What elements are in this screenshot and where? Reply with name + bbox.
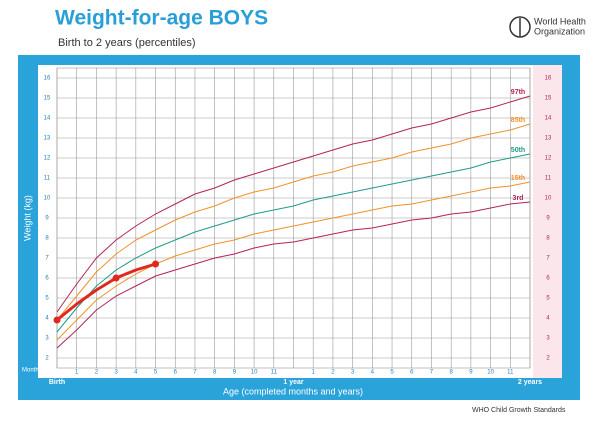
x-tick-label: 5 [154, 370, 158, 376]
y-tick-label-right: 15 [545, 96, 552, 102]
logo-emblem [509, 16, 531, 38]
y-tick-label-right: 5 [546, 296, 550, 302]
x-tick-label: 4 [371, 370, 375, 376]
y-tick-label: 13 [44, 136, 51, 142]
y-tick-label: 7 [45, 256, 49, 262]
y-tick-label: 15 [44, 96, 51, 102]
x-tick-label: 10 [251, 370, 258, 376]
x-axis-label: Age (completed months and years) [223, 386, 363, 396]
y-tick-label: 12 [44, 156, 51, 162]
percentile-label: 85th [511, 117, 525, 124]
x-tick-label: 11 [271, 370, 278, 376]
y-tick-label-right: 14 [545, 116, 552, 122]
y-tick-label: 5 [45, 296, 49, 302]
percentile-line [56, 123, 531, 321]
months-label: Months [22, 368, 42, 374]
y-tick-label-right: 9 [546, 216, 550, 222]
y-tick-label-right: 3 [546, 336, 550, 342]
percentile-line [56, 95, 531, 313]
x-tick-label: 1 [312, 370, 316, 376]
y-tick-label-right: 6 [546, 276, 550, 282]
organization-line: World Health [534, 16, 586, 26]
x-tick-label: 4 [134, 370, 138, 376]
chart-title: Weight-for-age BOYS [55, 7, 268, 30]
organization-line: Organization [534, 26, 585, 36]
x-tick-label: 2 years [518, 379, 542, 386]
y-tick-label: 3 [45, 336, 49, 342]
x-tick-label: 2 [331, 370, 335, 376]
y-tick-label-right: 8 [546, 236, 550, 242]
percentile-line [56, 181, 531, 341]
subtitle: Birth to 2 years (percentiles) [58, 37, 196, 49]
x-tick-label: 5 [390, 370, 394, 376]
percentile-label: 50th [511, 147, 525, 154]
right-strip [533, 65, 562, 378]
footer: WHO Child Growth Standards [472, 407, 566, 414]
y-tick-label: 9 [45, 216, 49, 222]
y-axis-label: Weight (kg) [22, 195, 32, 241]
percentile-line [56, 201, 531, 349]
y-tick-label-right: 12 [545, 156, 552, 162]
x-tick-label: 8 [213, 370, 217, 376]
x-tick-label: 1 year [283, 379, 304, 386]
y-tick-label: 14 [44, 116, 51, 122]
y-tick-label-right: 13 [545, 136, 552, 142]
x-tick-label: 3 [114, 370, 118, 376]
y-tick-label: 2 [45, 356, 49, 362]
x-tick-label: 6 [410, 370, 414, 376]
child-measurement [53, 316, 61, 324]
x-tick-label: 3 [351, 370, 355, 376]
y-tick-label-right: 2 [546, 356, 550, 362]
x-tick-label: 10 [487, 370, 494, 376]
y-tick-label: 10 [44, 196, 51, 202]
x-tick-label: 7 [193, 370, 197, 376]
x-tick-label: 8 [449, 370, 453, 376]
y-tick-label-right: 16 [545, 76, 552, 82]
child-measurement [152, 260, 160, 268]
y-tick-label: 16 [44, 76, 51, 82]
y-tick-label-right: 4 [546, 316, 550, 322]
percentile-label: 15th [511, 175, 525, 182]
y-tick-label-right: 10 [545, 196, 552, 202]
y-tick-label: 6 [45, 276, 49, 282]
x-tick-label: 7 [430, 370, 434, 376]
y-tick-label: 4 [45, 316, 49, 322]
y-tick-label: 11 [44, 176, 51, 182]
child-line [56, 262, 156, 322]
y-tick-label-right: 11 [545, 176, 552, 182]
percentile-line [56, 153, 531, 333]
y-tick-label: 8 [45, 236, 49, 242]
x-tick-label: 11 [507, 370, 514, 376]
x-tick-label: 9 [469, 370, 473, 376]
x-tick-label: 1 [75, 370, 79, 376]
x-tick-label: 6 [174, 370, 178, 376]
y-tick-label-right: 7 [546, 256, 550, 262]
percentile-label: 3rd [513, 195, 524, 202]
child-measurement [112, 274, 120, 282]
x-tick-label: 2 [95, 370, 99, 376]
x-tick-label: Birth [49, 379, 65, 386]
percentile-label: 97th [511, 89, 525, 96]
who-logo: World Health Organization [509, 16, 586, 38]
x-tick-label: 9 [233, 370, 237, 376]
